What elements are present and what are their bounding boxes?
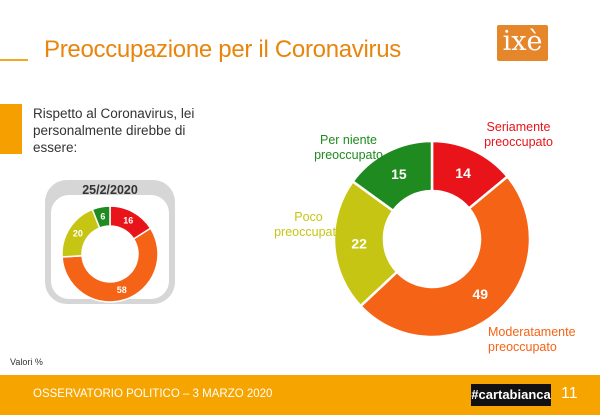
main-value-per-niente: 15 (391, 166, 407, 182)
mini-slice-moderatamente (61, 227, 159, 303)
main-slice-moderatamente (358, 174, 532, 339)
previous-survey-date: 25/2/2020 (82, 183, 138, 197)
main-slice-per-niente (350, 139, 434, 213)
main-value-moderatamente: 49 (472, 286, 488, 302)
ixe-logo: ixè (497, 25, 548, 61)
mini-value-poco: 20 (73, 229, 83, 239)
label-poco: Poco preoccupato (274, 210, 343, 239)
page-number: 11 (561, 385, 578, 402)
main-slice-poco (332, 179, 399, 308)
mini-slice-per-niente (91, 205, 111, 229)
mini-value-moderatamente: 58 (117, 285, 127, 295)
page-title: Preoccupazione per il Coronavirus (44, 36, 401, 63)
question-text: Rispetto al Coronavirus, lei personalmen… (33, 106, 195, 155)
label-moderatamente: Moderatamente preoccupato (488, 325, 576, 354)
label-per-niente: Per niente preoccupato (314, 133, 383, 162)
main-value-seriamente: 14 (455, 165, 471, 181)
footer-text: OSSERVATORIO POLITICO – 3 MARZO 2020 (33, 388, 273, 400)
accent-bar (0, 104, 22, 154)
title-rule (0, 59, 28, 61)
label-seriamente: Seriamente preoccupato (484, 120, 553, 149)
valori-note: Valori % (10, 357, 43, 367)
mini-value-per-niente: 6 (100, 212, 105, 222)
mini-value-seriamente: 16 (123, 216, 133, 226)
donut-charts: 16 58 20 6 14 49 22 15 (61, 139, 532, 339)
cartabianca-badge: #cartabianca (471, 384, 551, 406)
main-value-poco: 22 (351, 236, 367, 252)
